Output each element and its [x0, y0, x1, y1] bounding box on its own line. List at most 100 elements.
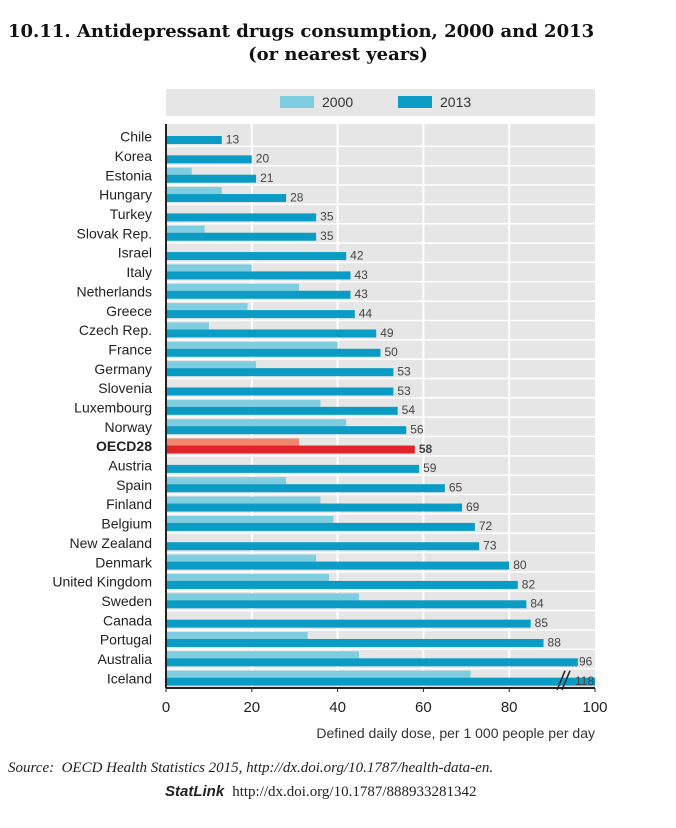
bar-2013 [166, 136, 222, 144]
bar-2013 [166, 368, 394, 377]
bar-2000 [166, 187, 222, 195]
data-label: 72 [479, 519, 493, 533]
bar-2013 [166, 600, 527, 609]
data-label: 21 [260, 171, 274, 185]
data-label: 43 [354, 268, 368, 282]
category-label: Luxembourg [74, 400, 152, 416]
bar-chart: 2000 2013 Chile 13 Korea 20 Estonia 21 Hungary 28… [52, 89, 608, 741]
bar-2000 [166, 167, 192, 175]
legend-background [166, 89, 595, 116]
bar-2000 [166, 554, 317, 562]
data-label: 53 [397, 384, 411, 398]
category-label: Austria [108, 458, 152, 474]
bar-2000 [166, 283, 299, 291]
bar-2000 [166, 322, 209, 330]
x-tick-label: 100 [582, 699, 607, 716]
category-label: OECD28 [96, 438, 152, 454]
category-label: Norway [105, 419, 152, 435]
category-label: Spain [116, 477, 152, 493]
data-label: 13 [226, 132, 240, 146]
x-tick-label: 80 [501, 699, 518, 716]
data-label: 35 [320, 229, 334, 243]
bar-2013 [166, 658, 578, 667]
axis-break-mark [561, 670, 571, 691]
legend-label-2013: 2013 [440, 94, 471, 110]
bar-2013 [166, 638, 544, 647]
title-line-2: (or nearest years) [248, 44, 428, 65]
bar-2000 [166, 303, 248, 311]
bar-2013 [166, 542, 480, 551]
source-label: Source: [8, 760, 55, 776]
bar-2013 [166, 619, 531, 628]
bar-2000 [166, 593, 360, 601]
bar-2000 [166, 438, 299, 446]
bar-2000 [166, 225, 205, 233]
bar-2013 [166, 445, 415, 454]
data-label: 59 [423, 461, 437, 475]
bar-2013 [166, 484, 445, 493]
data-label: 84 [530, 597, 544, 611]
category-label: Canada [103, 612, 152, 628]
category-label: France [108, 341, 152, 357]
data-label: 96 [579, 655, 593, 669]
category-label: Estonia [105, 167, 152, 183]
bar-2000 [166, 264, 252, 272]
data-label: 35 [320, 210, 334, 224]
data-label: 56 [410, 423, 424, 437]
bar-2013 [166, 213, 317, 222]
bar-2013 [166, 677, 595, 686]
title-line-1: 10.11. Antidepressant drugs consumption,… [8, 21, 595, 42]
data-label: 43 [354, 287, 368, 301]
data-label: 65 [449, 481, 463, 495]
bar-2013 [166, 232, 317, 241]
data-label: 53 [397, 364, 411, 378]
bar-2013 [166, 426, 407, 435]
bar-2013 [166, 387, 394, 396]
category-label: Portugal [100, 632, 152, 648]
legend-label-2000: 2000 [322, 94, 353, 110]
category-label: Germany [94, 361, 152, 377]
bar-2000 [166, 361, 257, 369]
data-label: 28 [290, 190, 304, 204]
data-label: 73 [483, 539, 497, 553]
category-label: Denmark [95, 554, 153, 570]
category-label: Iceland [107, 670, 152, 686]
data-label: 49 [380, 326, 394, 340]
bar-2013 [166, 464, 420, 473]
category-label: United Kingdom [52, 574, 152, 590]
category-label: Czech Rep. [79, 322, 152, 338]
statlink[interactable]: StatLink http://dx.doi.org/10.1787/888933… [165, 783, 477, 801]
statlink-label: StatLink [165, 783, 225, 800]
bar-2000 [166, 631, 308, 639]
data-label: 118 [575, 674, 594, 688]
category-label: Finland [106, 496, 152, 512]
x-tick-label: 40 [329, 699, 346, 716]
bar-2013 [166, 503, 463, 512]
chart-title: 10.11. Antidepressant drugs consumption,… [8, 20, 648, 66]
data-label: 69 [466, 500, 480, 514]
bar-2000 [166, 573, 330, 581]
bar-2013 [166, 271, 351, 280]
bar-2000 [166, 399, 321, 407]
statlink-url[interactable]: http://dx.doi.org/10.1787/888933281342 [232, 784, 477, 800]
category-label: New Zealand [70, 535, 153, 551]
category-label: Chile [120, 129, 152, 145]
source-note: Source: OECD Health Statistics 2015, htt… [8, 760, 493, 777]
bar-2013 [166, 155, 252, 164]
category-label: Turkey [110, 206, 152, 222]
category-label: Italy [126, 264, 152, 280]
data-label: 50 [385, 345, 399, 359]
data-label: 54 [402, 403, 416, 417]
bar-2013 [166, 174, 257, 183]
bar-2000 [166, 651, 360, 659]
data-label: 82 [522, 577, 536, 591]
bar-2000 [166, 341, 338, 349]
category-label: Korea [115, 148, 153, 164]
bar-2013 [166, 580, 518, 589]
data-label: 42 [350, 248, 364, 262]
bar-2013 [166, 329, 377, 338]
category-label: Sweden [101, 593, 152, 609]
data-label: 80 [513, 558, 527, 572]
axis-break-mark [556, 670, 566, 691]
category-label: Belgium [101, 516, 152, 532]
